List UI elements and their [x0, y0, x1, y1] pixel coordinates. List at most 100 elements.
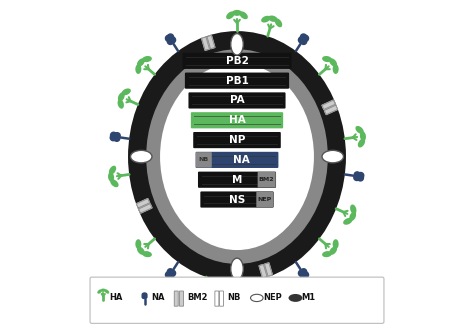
Circle shape	[356, 173, 361, 179]
Ellipse shape	[203, 291, 213, 297]
Ellipse shape	[356, 126, 364, 134]
Circle shape	[300, 37, 306, 43]
Circle shape	[167, 34, 173, 40]
Ellipse shape	[343, 218, 352, 225]
Ellipse shape	[100, 289, 106, 292]
Ellipse shape	[333, 239, 338, 249]
FancyBboxPatch shape	[189, 92, 285, 109]
Ellipse shape	[97, 289, 102, 294]
Circle shape	[114, 133, 120, 139]
Polygon shape	[264, 263, 273, 276]
Circle shape	[165, 272, 172, 278]
Ellipse shape	[226, 11, 235, 19]
Text: BM2: BM2	[187, 293, 208, 302]
Text: HA: HA	[228, 115, 246, 125]
Ellipse shape	[105, 289, 109, 294]
FancyBboxPatch shape	[180, 291, 183, 306]
Circle shape	[302, 35, 309, 41]
Circle shape	[168, 270, 174, 277]
Circle shape	[301, 269, 307, 275]
Circle shape	[358, 172, 364, 178]
Circle shape	[170, 270, 175, 276]
Ellipse shape	[358, 139, 365, 148]
Ellipse shape	[333, 64, 338, 74]
Ellipse shape	[109, 166, 116, 174]
Circle shape	[144, 295, 147, 298]
Circle shape	[165, 35, 172, 41]
Circle shape	[113, 134, 118, 140]
Ellipse shape	[349, 212, 356, 221]
Circle shape	[300, 270, 306, 277]
FancyBboxPatch shape	[196, 152, 212, 167]
Ellipse shape	[108, 172, 114, 182]
FancyBboxPatch shape	[219, 291, 223, 306]
FancyBboxPatch shape	[182, 53, 292, 69]
Text: NS: NS	[229, 194, 245, 204]
Ellipse shape	[110, 179, 118, 187]
Ellipse shape	[232, 10, 242, 16]
Ellipse shape	[251, 294, 263, 302]
Circle shape	[301, 38, 307, 44]
Ellipse shape	[136, 239, 141, 249]
Text: NEP: NEP	[258, 197, 272, 202]
FancyBboxPatch shape	[191, 112, 283, 128]
Ellipse shape	[142, 251, 152, 257]
Circle shape	[302, 272, 309, 278]
FancyBboxPatch shape	[201, 191, 273, 207]
Ellipse shape	[122, 89, 131, 95]
Polygon shape	[201, 37, 210, 50]
Ellipse shape	[137, 58, 145, 67]
Ellipse shape	[118, 92, 125, 102]
Text: NB: NB	[227, 293, 240, 302]
Text: PB2: PB2	[226, 56, 248, 66]
Text: PB1: PB1	[226, 76, 248, 86]
FancyBboxPatch shape	[196, 152, 278, 168]
Ellipse shape	[239, 11, 248, 19]
Text: NA: NA	[151, 293, 164, 302]
Circle shape	[168, 37, 174, 43]
Ellipse shape	[289, 294, 302, 302]
Ellipse shape	[322, 150, 344, 163]
Circle shape	[110, 132, 117, 138]
Circle shape	[114, 135, 120, 141]
Circle shape	[301, 273, 307, 279]
Ellipse shape	[350, 204, 356, 214]
Polygon shape	[324, 105, 337, 115]
Ellipse shape	[231, 258, 243, 280]
Ellipse shape	[322, 251, 332, 257]
Text: NB: NB	[199, 158, 209, 163]
Text: NP: NP	[229, 135, 245, 145]
Text: PA: PA	[230, 96, 244, 106]
Ellipse shape	[261, 16, 271, 23]
Circle shape	[299, 37, 304, 43]
Circle shape	[170, 37, 175, 43]
Ellipse shape	[136, 64, 141, 74]
Ellipse shape	[360, 131, 366, 141]
FancyBboxPatch shape	[174, 291, 178, 306]
Ellipse shape	[142, 56, 152, 62]
Circle shape	[110, 135, 116, 141]
Text: BM2: BM2	[259, 177, 274, 182]
Ellipse shape	[268, 16, 278, 22]
Circle shape	[143, 294, 146, 298]
Polygon shape	[259, 264, 267, 278]
FancyBboxPatch shape	[193, 132, 281, 148]
Ellipse shape	[329, 246, 337, 255]
Polygon shape	[322, 100, 335, 110]
Circle shape	[357, 175, 364, 181]
Ellipse shape	[118, 99, 124, 109]
Circle shape	[301, 34, 307, 40]
Text: NEP: NEP	[263, 293, 282, 302]
Ellipse shape	[160, 63, 314, 250]
Ellipse shape	[232, 297, 242, 303]
Text: HA: HA	[109, 293, 123, 302]
Ellipse shape	[239, 294, 248, 302]
FancyBboxPatch shape	[215, 291, 219, 306]
FancyBboxPatch shape	[185, 73, 289, 89]
Ellipse shape	[329, 58, 337, 67]
Ellipse shape	[130, 150, 152, 163]
Text: NA: NA	[233, 155, 250, 165]
Polygon shape	[139, 204, 152, 213]
Circle shape	[299, 270, 304, 276]
Ellipse shape	[137, 246, 145, 255]
